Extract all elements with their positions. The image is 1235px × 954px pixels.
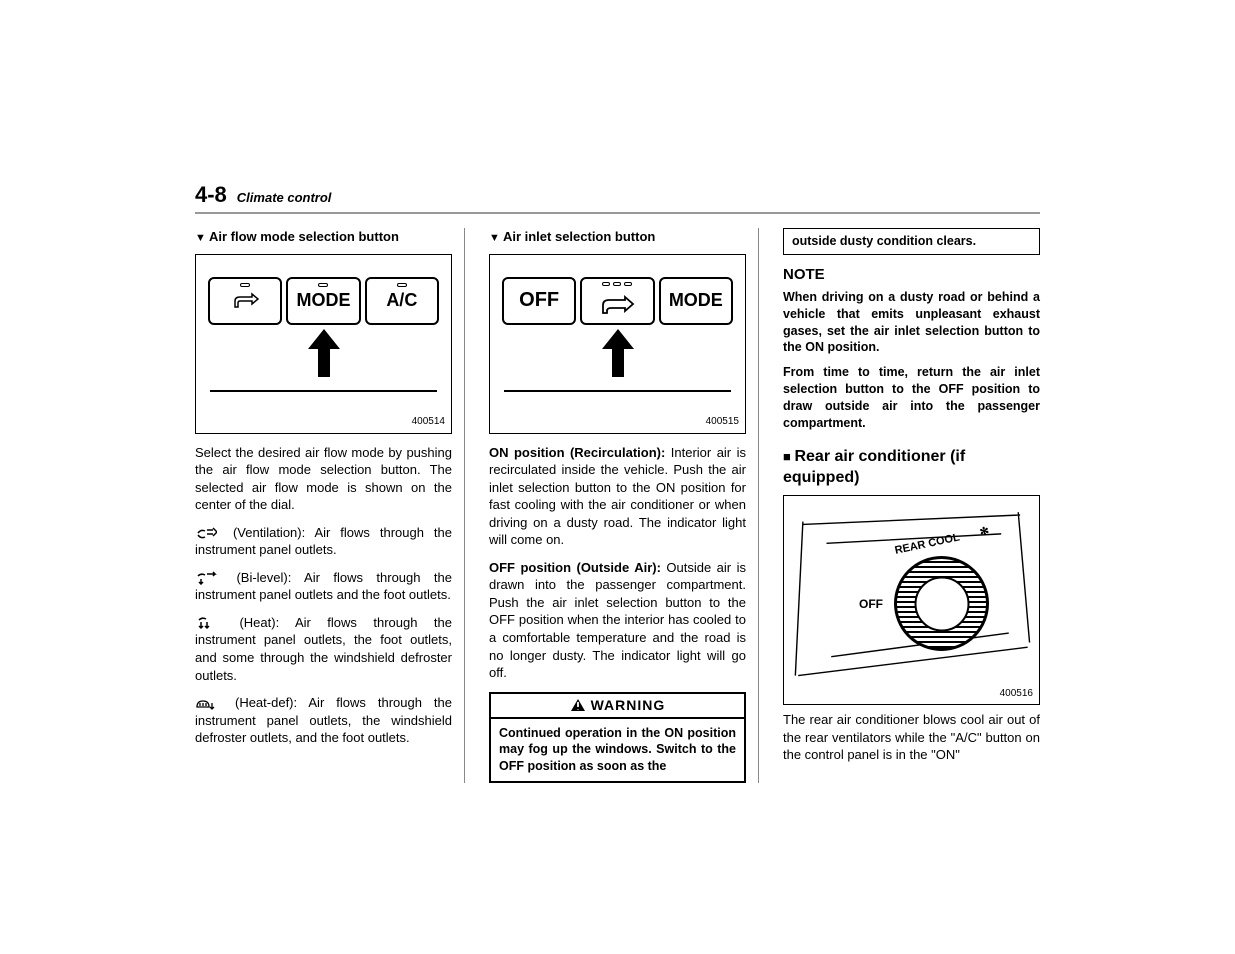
diagram-code: 400516 — [1000, 687, 1033, 701]
mode-text: (Heat): Air flows through the instrument… — [195, 615, 452, 683]
warning-triangle-icon — [570, 698, 586, 712]
mode-button: MODE — [659, 277, 733, 325]
column-2: Air inlet selection button OFF — [489, 228, 759, 783]
inlet-diagram: OFF MODE — [489, 254, 746, 434]
heatdef-icon — [195, 697, 217, 711]
mode-bilevel: (Bi-level): Air flows through the instru… — [195, 569, 452, 604]
note-text-1: When driving on a dusty road or behind a… — [783, 289, 1040, 357]
on-position-text: ON position (Recirculation): Interior ai… — [489, 444, 746, 549]
rear-ac-diagram: REAR COOL ✻ OFF 400516 — [783, 495, 1040, 705]
indicator-icon — [624, 282, 632, 286]
ac-label: A/C — [386, 288, 417, 312]
section-title: Climate control — [237, 189, 332, 207]
mode-heatdef: (Heat-def): Air flows through the instru… — [195, 694, 452, 747]
mode-text: (Heat-def): Air flows through the instru… — [195, 695, 452, 745]
mode-text: (Ventilation): Air flows through the ins… — [195, 525, 452, 558]
page-header: 4-8 Climate control — [195, 180, 1040, 214]
indicator-icon — [613, 282, 621, 286]
pointer-arrow-icon — [496, 327, 739, 390]
airflow-button-row: MODE A/C — [208, 277, 439, 325]
mode-heat: (Heat): Air flows through the instrument… — [195, 614, 452, 684]
ac-button: A/C — [365, 277, 439, 325]
warning-title: WARNING — [591, 697, 666, 713]
mode-button: MODE — [286, 277, 360, 325]
warning-body: Continued operation in the ON position m… — [491, 719, 744, 782]
heat-icon — [195, 616, 217, 630]
person-recirc-icon — [230, 291, 260, 311]
inlet-heading: Air inlet selection button — [489, 228, 746, 246]
rear-dial — [894, 556, 989, 651]
content-columns: Air flow mode selection button MODE A/C — [195, 228, 1040, 783]
mode-text: (Bi-level): Air flows through the instru… — [195, 570, 452, 603]
column-1: Air flow mode selection button MODE A/C — [195, 228, 465, 783]
inlet-button-row: OFF MODE — [502, 277, 733, 325]
off-position-text: OFF position (Outside Air): Outside air … — [489, 559, 746, 682]
dial-knob — [914, 576, 969, 631]
mode-label: MODE — [296, 288, 350, 312]
airflow-intro: Select the desired air flow mode by push… — [195, 444, 452, 514]
off-button: OFF — [502, 277, 576, 325]
rear-ac-text: The rear air conditioner blows cool air … — [783, 711, 1040, 764]
rear-ac-heading: Rear air conditioner (if equipped) — [783, 446, 1040, 489]
mode-label: MODE — [669, 288, 723, 312]
panel-line — [504, 390, 731, 392]
warning-continuation: outside dusty condition clears. — [783, 228, 1040, 255]
recirc-icon-button — [208, 277, 282, 325]
dial-off-label: OFF — [859, 596, 883, 612]
warning-header: WARNING — [491, 694, 744, 719]
airflow-heading: Air flow mode selection button — [195, 228, 452, 246]
on-label: ON position (Recirculation): — [489, 445, 665, 460]
ventilation-icon — [195, 526, 217, 540]
airflow-diagram: MODE A/C 400514 — [195, 254, 452, 434]
recirc-center-button — [580, 277, 654, 325]
diagram-code: 400515 — [706, 415, 739, 429]
off-label: OFF — [519, 287, 559, 314]
bilevel-icon — [195, 571, 217, 585]
off-label: OFF position (Outside Air): — [489, 560, 661, 575]
indicator-icon — [602, 282, 610, 286]
note-title: NOTE — [783, 265, 1040, 285]
mode-ventilation: (Ventilation): Air flows through the ins… — [195, 524, 452, 559]
note-text-2: From time to time, return the air inlet … — [783, 364, 1040, 432]
warning-box: WARNING Continued operation in the ON po… — [489, 692, 746, 784]
person-recirc-icon — [597, 295, 637, 317]
page-number: 4-8 — [195, 180, 227, 210]
diagram-code: 400514 — [412, 415, 445, 429]
column-3: outside dusty condition clears. NOTE Whe… — [783, 228, 1040, 783]
panel-line — [210, 390, 437, 392]
off-body: Outside air is drawn into the passenger … — [489, 560, 746, 680]
indicator-icon — [240, 283, 250, 287]
indicator-row — [602, 282, 632, 286]
pointer-arrow-icon — [202, 327, 445, 390]
indicator-icon — [318, 283, 328, 287]
indicator-icon — [397, 283, 407, 287]
